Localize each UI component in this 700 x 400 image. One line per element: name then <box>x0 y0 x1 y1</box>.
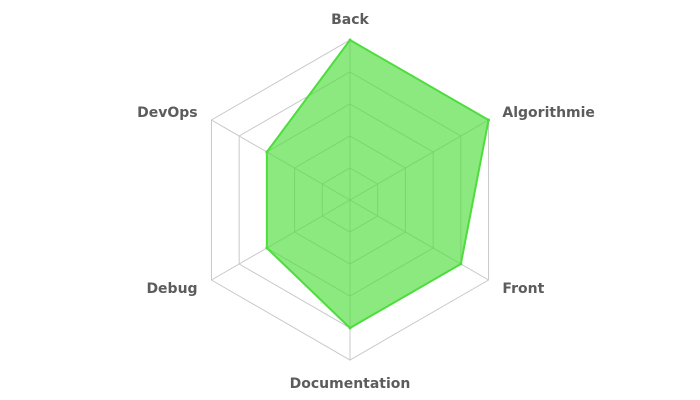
axis-label-front: Front <box>502 281 544 297</box>
axis-label-algorithmie: Algorithmie <box>502 105 595 121</box>
axis-labels: Back Algorithmie Front Documentation Debug De… <box>137 12 595 392</box>
data-point-debug <box>265 246 269 250</box>
axis-label-devops: DevOps <box>137 105 198 121</box>
data-point-devops <box>265 150 269 154</box>
data-point-front <box>459 262 463 266</box>
data-point-algorithmie <box>487 118 491 122</box>
axis-label-debug: Debug <box>146 281 197 297</box>
series-area-0 <box>265 38 490 330</box>
data-point-back <box>348 38 352 42</box>
axis-label-back: Back <box>331 12 369 28</box>
data-point-documentation <box>348 326 352 330</box>
axis-label-documentation: Documentation <box>290 376 411 392</box>
radar-series <box>265 38 491 330</box>
